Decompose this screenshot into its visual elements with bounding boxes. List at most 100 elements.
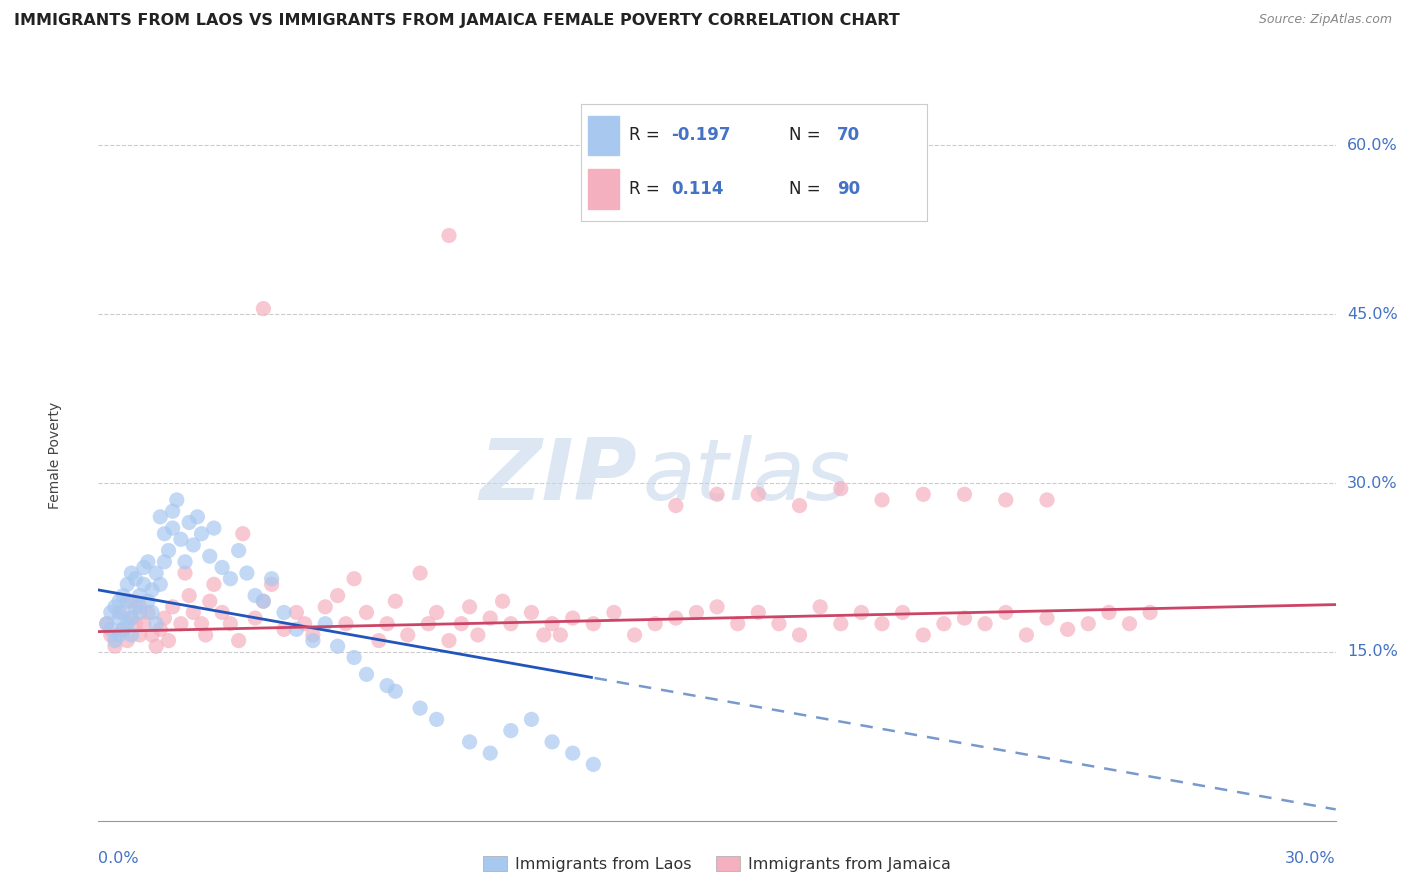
Point bbox=[162, 504, 184, 518]
Point bbox=[747, 606, 769, 620]
Point bbox=[174, 566, 197, 580]
Point bbox=[117, 594, 139, 608]
Point bbox=[356, 667, 378, 681]
Point bbox=[166, 492, 188, 507]
Point bbox=[117, 577, 139, 591]
Point bbox=[644, 616, 666, 631]
Point bbox=[260, 577, 283, 591]
Point bbox=[384, 684, 406, 698]
Point bbox=[499, 616, 522, 631]
Point bbox=[603, 606, 626, 620]
Point bbox=[153, 555, 176, 569]
Text: atlas: atlas bbox=[643, 435, 851, 518]
Point bbox=[120, 566, 142, 580]
Point bbox=[994, 492, 1017, 507]
Point bbox=[367, 633, 389, 648]
Point bbox=[149, 577, 172, 591]
Point bbox=[541, 735, 564, 749]
Point bbox=[128, 606, 150, 620]
Point bbox=[953, 611, 976, 625]
Text: Source: ZipAtlas.com: Source: ZipAtlas.com bbox=[1258, 13, 1392, 27]
Point bbox=[124, 599, 146, 614]
Text: 0.0%: 0.0% bbox=[98, 851, 139, 866]
Point bbox=[314, 599, 336, 614]
Point bbox=[789, 628, 811, 642]
Text: 45.0%: 45.0% bbox=[1347, 307, 1398, 322]
Point bbox=[100, 623, 122, 637]
Point bbox=[499, 723, 522, 738]
Point bbox=[912, 628, 935, 642]
Point bbox=[851, 606, 873, 620]
Point bbox=[665, 499, 688, 513]
Point bbox=[335, 616, 357, 631]
Point bbox=[120, 611, 142, 625]
Point bbox=[356, 606, 378, 620]
Point bbox=[467, 628, 489, 642]
Point bbox=[437, 228, 460, 243]
Point bbox=[153, 611, 176, 625]
Point bbox=[117, 633, 139, 648]
Point bbox=[706, 487, 728, 501]
Point bbox=[623, 628, 645, 642]
Point bbox=[1036, 611, 1059, 625]
Point bbox=[104, 633, 127, 648]
Point bbox=[136, 594, 159, 608]
Text: IMMIGRANTS FROM LAOS VS IMMIGRANTS FROM JAMAICA FEMALE POVERTY CORRELATION CHART: IMMIGRANTS FROM LAOS VS IMMIGRANTS FROM … bbox=[14, 13, 900, 29]
Point bbox=[1015, 628, 1038, 642]
Point bbox=[912, 487, 935, 501]
Point bbox=[974, 616, 997, 631]
Text: 30.0%: 30.0% bbox=[1347, 475, 1398, 491]
Legend: Immigrants from Laos, Immigrants from Jamaica: Immigrants from Laos, Immigrants from Ja… bbox=[477, 850, 957, 879]
Point bbox=[136, 606, 159, 620]
Point bbox=[202, 577, 225, 591]
Point bbox=[236, 566, 259, 580]
Point bbox=[326, 639, 349, 653]
Point bbox=[343, 572, 366, 586]
Point bbox=[120, 611, 142, 625]
Point bbox=[170, 533, 193, 547]
Point bbox=[520, 606, 543, 620]
Point bbox=[953, 487, 976, 501]
Point bbox=[426, 712, 449, 726]
Point bbox=[437, 633, 460, 648]
Point bbox=[141, 606, 163, 620]
Point bbox=[458, 735, 481, 749]
Point bbox=[285, 623, 308, 637]
Point bbox=[96, 616, 118, 631]
Point bbox=[124, 572, 146, 586]
Point bbox=[375, 616, 398, 631]
Point bbox=[153, 526, 176, 541]
Text: 60.0%: 60.0% bbox=[1347, 138, 1398, 153]
Point bbox=[830, 616, 852, 631]
Point bbox=[533, 628, 555, 642]
Point bbox=[409, 566, 432, 580]
Point bbox=[108, 628, 131, 642]
Point bbox=[120, 628, 142, 642]
Point bbox=[104, 599, 127, 614]
Text: 15.0%: 15.0% bbox=[1347, 644, 1398, 659]
Text: Female Poverty: Female Poverty bbox=[48, 401, 62, 508]
Point bbox=[202, 521, 225, 535]
Point bbox=[108, 594, 131, 608]
Point bbox=[520, 712, 543, 726]
Point bbox=[157, 543, 180, 558]
Point bbox=[285, 606, 308, 620]
Point bbox=[375, 679, 398, 693]
Point bbox=[145, 566, 167, 580]
Point bbox=[228, 543, 250, 558]
Point bbox=[228, 633, 250, 648]
Point bbox=[149, 509, 172, 524]
Point bbox=[1118, 616, 1140, 631]
Point bbox=[685, 606, 707, 620]
Point bbox=[132, 616, 155, 631]
Point bbox=[314, 616, 336, 631]
Point bbox=[1139, 606, 1161, 620]
Point bbox=[179, 589, 201, 603]
Point bbox=[273, 606, 295, 620]
Point bbox=[219, 616, 242, 631]
Point bbox=[870, 492, 893, 507]
Point bbox=[145, 616, 167, 631]
Point bbox=[870, 616, 893, 631]
Point bbox=[294, 616, 316, 631]
Point bbox=[252, 301, 274, 316]
